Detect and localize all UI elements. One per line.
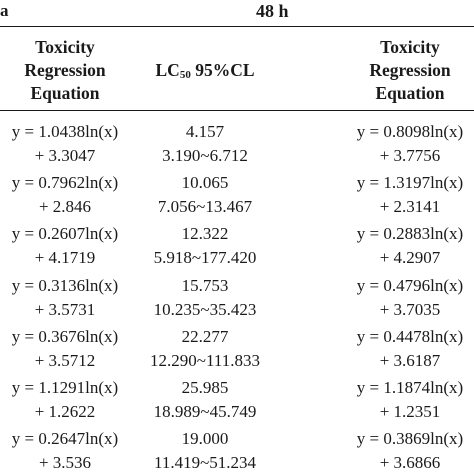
- header-lc-prefix: LC: [155, 60, 180, 80]
- regression-equation-24h-line2: + 3.5712: [34, 351, 96, 370]
- regression-equation-24h-line2: + 3.3047: [34, 146, 96, 165]
- lc50-value: 15.753: [181, 276, 229, 295]
- time-label: 48 h: [256, 1, 289, 21]
- header-col1-line3: Equation: [30, 83, 100, 103]
- regression-equation-24h-line2: + 1.2622: [34, 402, 96, 421]
- regression-equation-48h-line2: + 3.7756: [379, 146, 441, 165]
- confidence-limit-value: 7.056~13.467: [157, 197, 253, 216]
- header-lc-suffix: 95%CL: [190, 60, 255, 80]
- lc50-value: 4.157: [185, 122, 225, 141]
- regression-equation-24h-line2: + 3.5731: [34, 300, 96, 319]
- header-toxicity-regression-equation-48h: Toxicity Regression Equation: [320, 36, 474, 105]
- regression-equation-48h-line2: + 2.3141: [379, 197, 441, 216]
- header-rule-top: [0, 26, 474, 27]
- lc50-value: 22.277: [181, 327, 229, 346]
- regression-equation-24h-line1: y = 0.3676ln(x): [11, 327, 119, 346]
- header-col3-line1: Toxicity: [380, 37, 440, 57]
- confidence-limit-value: 12.290~111.833: [150, 351, 260, 370]
- header-rule-bottom: [0, 110, 474, 111]
- regression-equation-24h-line2: + 3.536: [38, 453, 92, 472]
- confidence-limit-value: 18.989~45.749: [153, 402, 257, 421]
- regression-equation-48h-line1: y = 0.2883ln(x): [356, 224, 464, 243]
- confidence-limit-value: 11.419~51.234: [153, 453, 257, 472]
- regression-equation-24h-line1: y = 1.0438ln(x): [11, 122, 119, 141]
- confidence-limit-value: 5.918~177.420: [153, 248, 257, 267]
- regression-equation-48h-line2: + 3.6187: [379, 351, 441, 370]
- column-group-fragment: a: [0, 1, 9, 20]
- regression-equation-48h-line2: + 3.6866: [379, 453, 441, 472]
- regression-equation-48h-line2: + 3.7035: [379, 300, 441, 319]
- header-lc50-cl: LC50 95%CL: [130, 59, 280, 82]
- regression-equation-48h-line1: y = 0.4796ln(x): [356, 276, 464, 295]
- regression-equation-24h-line1: y = 0.2607ln(x): [11, 224, 119, 243]
- regression-equation-24h-line1: y = 0.2647ln(x): [11, 429, 119, 448]
- regression-equation-48h-line1: y = 0.4478ln(x): [356, 327, 464, 346]
- confidence-limit-value: 3.190~6.712: [162, 146, 248, 165]
- regression-equation-24h-line2: + 4.1719: [34, 248, 96, 267]
- header-lc-subscript: 50: [179, 69, 191, 81]
- lc50-value: 10.065: [181, 173, 229, 192]
- lc50-value: 25.985: [181, 378, 229, 397]
- header-col3-line3: Equation: [375, 83, 445, 103]
- regression-equation-48h-line2: + 4.2907: [379, 248, 441, 267]
- header-col1-line2: Regression: [24, 60, 106, 80]
- regression-equation-24h-line1: y = 0.3136ln(x): [11, 276, 119, 295]
- header-toxicity-regression-equation: Toxicity Regression Equation: [0, 36, 190, 105]
- regression-equation-48h-line1: y = 1.3197ln(x): [356, 173, 464, 192]
- regression-equation-48h-line1: y = 0.8098ln(x): [356, 122, 464, 141]
- header-col3-line2: Regression: [369, 60, 451, 80]
- regression-equation-48h-line1: y = 1.1874ln(x): [356, 378, 464, 397]
- header-col1-line1: Toxicity: [35, 37, 95, 57]
- regression-equation-24h-line1: y = 0.7962ln(x): [11, 173, 119, 192]
- regression-equation-24h-line2: + 2.846: [38, 197, 92, 216]
- lc50-value: 12.322: [181, 224, 229, 243]
- regression-equation-24h-line1: y = 1.1291ln(x): [11, 378, 119, 397]
- lc50-value: 19.000: [181, 429, 229, 448]
- regression-equation-48h-line2: + 1.2351: [379, 402, 441, 421]
- regression-equation-48h-line1: y = 0.3869ln(x): [356, 429, 464, 448]
- confidence-limit-value: 10.235~35.423: [153, 300, 257, 319]
